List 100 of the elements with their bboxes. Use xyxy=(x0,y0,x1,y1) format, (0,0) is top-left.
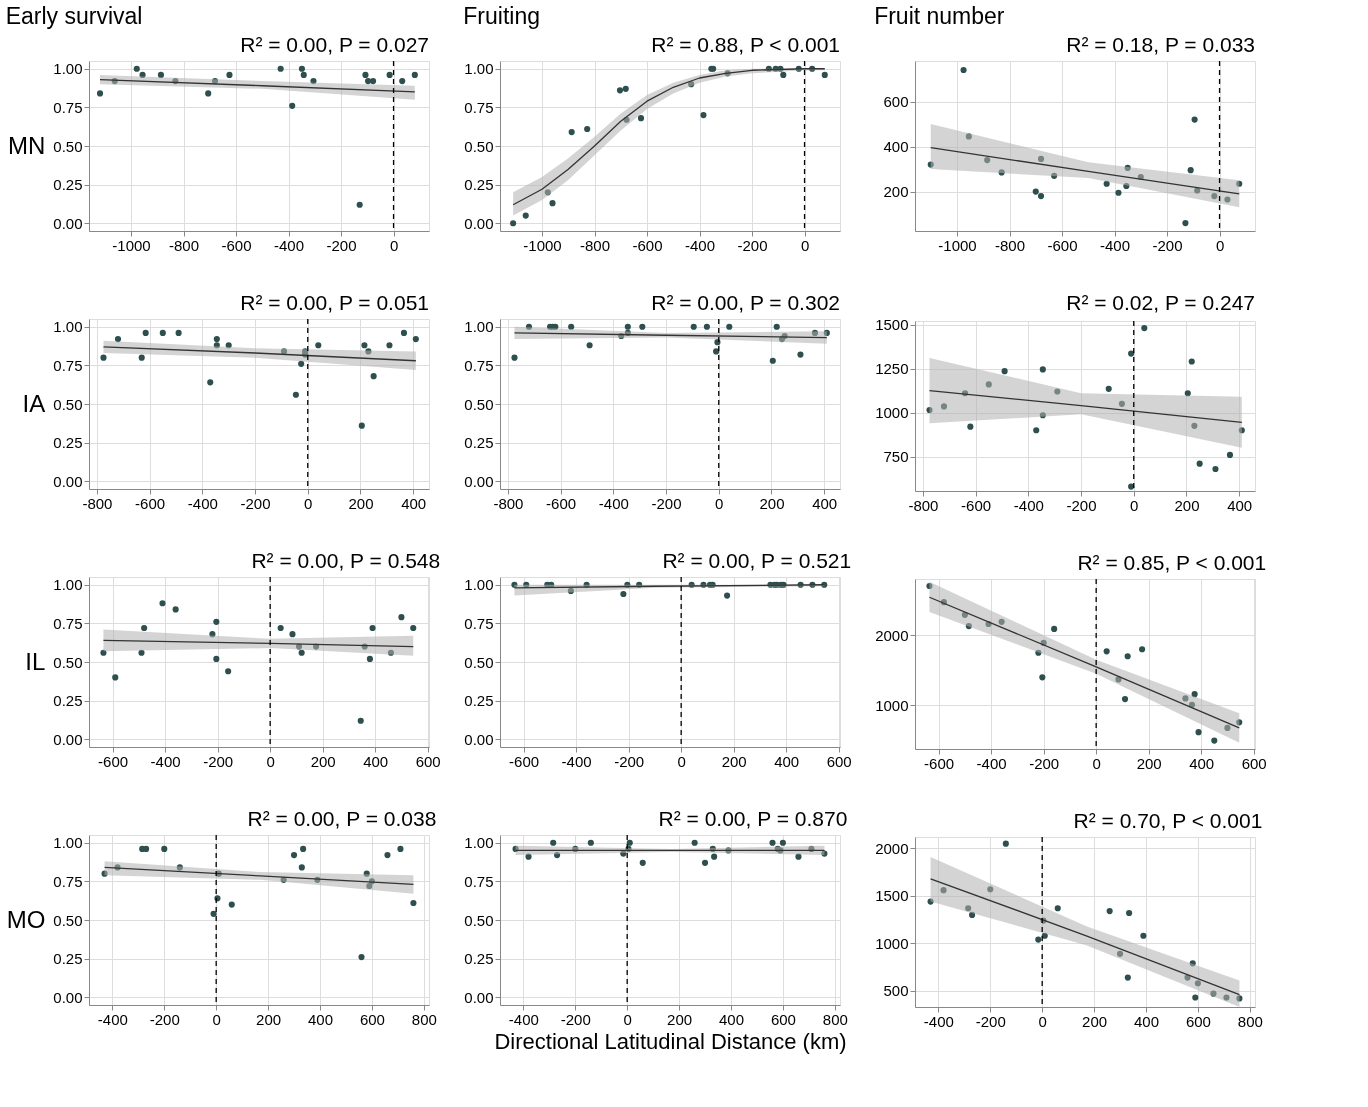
chart-title: Fruit number xyxy=(874,2,1005,29)
x-tick-label: -600 xyxy=(632,236,663,254)
x-tick-label: -200 xyxy=(1152,236,1183,254)
x-tick-label: -200 xyxy=(203,752,234,770)
x-tick-label: -600 xyxy=(546,494,577,512)
chart-subtitle: R² = 0.00, P = 0.051 xyxy=(240,291,429,315)
y-tick-label: 600 xyxy=(883,93,909,111)
x-tick-label: -400 xyxy=(1100,236,1131,254)
y-tick-label: 0.00 xyxy=(53,472,83,490)
y-tick-label: 0.75 xyxy=(53,356,83,374)
chart-subtitle: R² = 0.85, P < 0.001 xyxy=(1077,551,1267,575)
x-tick-label: -600 xyxy=(509,752,540,770)
x-tick-label: 400 xyxy=(812,494,838,512)
chart-subtitle: R² = 0.00, P = 0.870 xyxy=(658,807,848,831)
x-tick-label: -200 xyxy=(1066,496,1097,514)
x-tick-label: 800 xyxy=(822,1010,848,1028)
y-tick-label: 0.25 xyxy=(464,692,494,710)
x-tick-label: -400 xyxy=(508,1010,539,1028)
chart-subtitle: R² = 0.00, P = 0.302 xyxy=(651,291,840,315)
x-tick-label: 0 xyxy=(304,494,313,512)
y-axis-title: IA xyxy=(22,389,46,417)
y-tick-label: 1.00 xyxy=(53,834,83,852)
x-tick-label: 800 xyxy=(411,1010,437,1028)
y-tick-label: 1000 xyxy=(875,404,909,422)
x-tick-label: -200 xyxy=(560,1010,591,1028)
x-tick-label: -400 xyxy=(976,754,1007,772)
y-tick-label: 1.00 xyxy=(53,576,83,594)
x-tick-label: 600 xyxy=(770,1010,796,1028)
x-tick-label: 400 xyxy=(307,1010,334,1028)
y-tick-label: 1.00 xyxy=(53,318,83,336)
chart-subtitle: R² = 0.70, P < 0.001 xyxy=(1073,809,1263,833)
x-tick-label: 200 xyxy=(348,494,374,512)
x-tick-label: 400 xyxy=(1133,1012,1160,1030)
y-tick-label: 0.00 xyxy=(53,214,83,232)
chart-subtitle: R² = 0.00, P = 0.027 xyxy=(240,33,429,57)
x-tick-label: -600 xyxy=(924,754,955,772)
y-tick-label: 1250 xyxy=(875,360,909,378)
y-tick-label: 1.00 xyxy=(464,60,494,78)
x-tick-label: -200 xyxy=(614,752,645,770)
x-tick-label: 0 xyxy=(389,236,399,254)
y-tick-label: 0.25 xyxy=(53,434,83,452)
x-tick-label: -200 xyxy=(737,236,768,254)
x-tick-label: 0 xyxy=(1092,754,1101,772)
chart-subtitle: R² = 0.88, P < 0.001 xyxy=(651,33,840,57)
y-axis-title: MO xyxy=(6,905,46,933)
y-tick-label: 0.25 xyxy=(53,692,83,710)
y-tick-label: 0.50 xyxy=(53,137,83,155)
x-tick-label: 200 xyxy=(759,494,785,512)
y-tick-label: 0.00 xyxy=(464,472,494,490)
y-tick-label: 0.00 xyxy=(53,988,83,1006)
x-tick-label: 200 xyxy=(310,752,336,770)
x-tick-label: 600 xyxy=(415,752,441,770)
y-tick-label: 1.00 xyxy=(53,60,83,78)
chart-subtitle: R² = 0.18, P = 0.033 xyxy=(1066,33,1255,57)
x-tick-label: -200 xyxy=(149,1010,180,1028)
y-tick-label: 0.75 xyxy=(464,98,494,116)
y-tick-label: 1500 xyxy=(875,887,909,905)
x-tick-label: -200 xyxy=(240,494,271,512)
chart-subtitle: R² = 0.02, P = 0.247 xyxy=(1066,290,1255,314)
y-axis-title: MN xyxy=(7,131,46,159)
x-tick-label: -600 xyxy=(961,496,992,514)
x-tick-label: -800 xyxy=(169,236,200,254)
y-tick-label: 0.25 xyxy=(464,950,494,968)
x-tick-label: 600 xyxy=(359,1010,385,1028)
y-tick-label: 0.50 xyxy=(53,911,83,929)
x-tick-label: 200 xyxy=(1136,754,1162,772)
x-tick-label: -200 xyxy=(975,1012,1006,1030)
x-tick-label: -800 xyxy=(580,236,611,254)
chart-title: Fruiting xyxy=(463,2,541,29)
x-tick-label: -1000 xyxy=(523,236,562,254)
y-axis-title: IL xyxy=(25,647,46,675)
x-tick-label: -400 xyxy=(561,752,592,770)
chart-title: Early survival xyxy=(5,2,143,29)
y-tick-label: 0.00 xyxy=(464,214,494,232)
x-tick-label: -400 xyxy=(97,1010,128,1028)
x-tick-label: -800 xyxy=(908,496,939,514)
x-tick-label: -400 xyxy=(274,236,305,254)
x-tick-label: -800 xyxy=(493,494,524,512)
x-tick-label: -200 xyxy=(326,236,357,254)
x-tick-label: 0 xyxy=(623,1010,632,1028)
chart-subtitle: R² = 0.00, P = 0.548 xyxy=(251,549,441,573)
y-tick-label: 500 xyxy=(883,982,909,1000)
x-tick-label: -400 xyxy=(598,494,629,512)
x-tick-label: 200 xyxy=(1082,1012,1108,1030)
y-tick-label: 0.50 xyxy=(464,653,494,671)
y-tick-label: 400 xyxy=(883,138,909,156)
x-tick-label: 400 xyxy=(363,752,389,770)
y-tick-label: 0.25 xyxy=(464,176,494,194)
y-tick-label: 0.50 xyxy=(464,137,494,155)
y-tick-label: 0.50 xyxy=(464,395,494,413)
x-tick-label: -1000 xyxy=(938,236,977,254)
x-tick-label: 0 xyxy=(1130,496,1139,514)
x-tick-label: 400 xyxy=(1189,754,1215,772)
y-tick-label: 2000 xyxy=(875,839,909,857)
x-tick-label: -600 xyxy=(1047,236,1078,254)
x-tick-label: 0 xyxy=(1038,1012,1047,1030)
x-tick-label: 200 xyxy=(667,1010,693,1028)
y-tick-label: 2000 xyxy=(875,626,909,644)
x-tick-label: 400 xyxy=(774,752,800,770)
x-tick-label: -400 xyxy=(187,494,218,512)
